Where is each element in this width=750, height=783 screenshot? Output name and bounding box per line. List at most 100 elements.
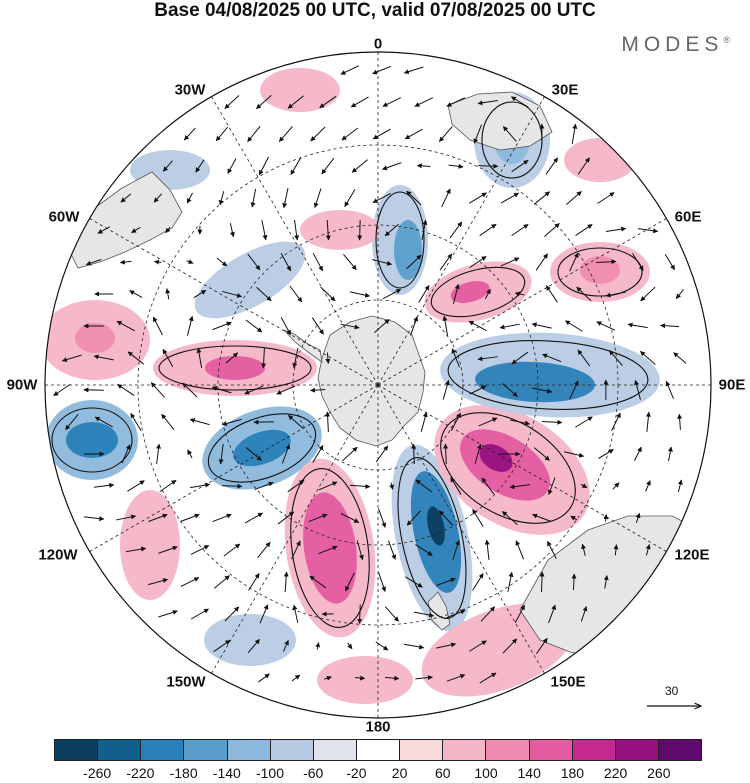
wind-arrow bbox=[218, 444, 224, 465]
wind-arrow bbox=[632, 253, 644, 271]
wind-arrow bbox=[406, 254, 422, 270]
wind-arrow bbox=[281, 444, 291, 464]
wind-arrow bbox=[533, 191, 551, 205]
wind-arrow bbox=[349, 483, 371, 489]
wind-arrow bbox=[162, 160, 173, 172]
wind-arrow bbox=[180, 513, 200, 522]
wind-arrow bbox=[355, 675, 366, 681]
wind-arrow bbox=[350, 96, 369, 108]
polar-map bbox=[44, 51, 712, 719]
wind-arrow bbox=[452, 283, 460, 304]
wind-arrow bbox=[382, 97, 402, 107]
colorbar-swatch bbox=[141, 740, 185, 760]
lon-label-90w: 90W bbox=[6, 376, 38, 394]
wind-arrow bbox=[410, 316, 419, 336]
wind-arrow bbox=[325, 219, 331, 241]
colorbar-tick-label: 140 bbox=[517, 765, 541, 781]
wind-arrow bbox=[450, 412, 462, 432]
wind-arrow bbox=[605, 226, 627, 233]
wind-arrow bbox=[94, 416, 113, 428]
wind-arrow bbox=[580, 483, 588, 489]
wind-arrow bbox=[478, 417, 498, 427]
wind-arrow bbox=[441, 188, 451, 208]
wind-arrow bbox=[474, 443, 482, 464]
wind-arrow bbox=[533, 447, 550, 461]
wind-arrow bbox=[187, 449, 193, 459]
wind-arrow bbox=[510, 96, 529, 108]
wind-arrow bbox=[415, 544, 433, 556]
wind-arrow bbox=[129, 290, 143, 298]
colorbar-tick-label: 20 bbox=[391, 765, 408, 781]
wind-arrow bbox=[580, 606, 588, 622]
wind-arrow bbox=[542, 353, 562, 363]
contour-line bbox=[430, 266, 526, 318]
wind-arrow bbox=[443, 443, 449, 465]
wind-arrow bbox=[287, 95, 304, 109]
lon-label-150e: 150E bbox=[550, 673, 586, 691]
wind-arrow bbox=[446, 673, 466, 682]
wind-arrow bbox=[603, 514, 609, 522]
wind-arrow bbox=[442, 315, 449, 336]
colorbar-swatch bbox=[184, 740, 228, 760]
wind-arrow bbox=[469, 255, 487, 269]
reference-vector-label: 30 bbox=[665, 684, 679, 698]
wind-arrow bbox=[484, 288, 491, 300]
wind-arrow bbox=[315, 642, 321, 650]
wind-arrow bbox=[292, 348, 299, 369]
colorbar-swatch bbox=[658, 740, 702, 760]
wind-arrow bbox=[153, 259, 162, 265]
wind-arrow bbox=[65, 413, 79, 431]
wind-arrow bbox=[161, 413, 175, 431]
lat-lon-grid bbox=[45, 52, 711, 718]
wind-arrow bbox=[289, 285, 303, 303]
wind-arrow bbox=[83, 516, 105, 522]
wind-arrow bbox=[420, 411, 428, 432]
wind-arrow bbox=[665, 380, 674, 399]
wind-arrow bbox=[212, 513, 232, 523]
wind-arrow bbox=[153, 193, 163, 203]
wind-arrow bbox=[375, 641, 389, 651]
wind-arrow bbox=[501, 383, 518, 397]
wind-arrow bbox=[195, 159, 205, 173]
wind-arrow bbox=[416, 163, 431, 169]
wind-arrow bbox=[340, 323, 360, 330]
map-title: Base 04/08/2025 00 UTC, valid 07/08/2025… bbox=[154, 0, 596, 21]
wind-arrow bbox=[313, 188, 322, 208]
latitude-circle bbox=[217, 224, 539, 546]
wind-arrow bbox=[212, 321, 232, 331]
wind-arrow bbox=[120, 193, 132, 203]
wind-arrow bbox=[283, 571, 289, 593]
wind-arrow bbox=[216, 257, 228, 267]
wind-arrow bbox=[414, 97, 434, 107]
wind-arrow bbox=[635, 512, 641, 523]
wind-arrow bbox=[256, 286, 272, 302]
colorbar-swatch bbox=[400, 740, 444, 760]
wind-arrow bbox=[97, 226, 111, 234]
wind-arrow bbox=[479, 223, 497, 237]
wind-arrow bbox=[411, 443, 417, 465]
anomaly-region bbox=[427, 506, 445, 546]
wind-arrow bbox=[148, 513, 168, 522]
contour-lines bbox=[51, 101, 649, 628]
map-boundary bbox=[44, 51, 712, 719]
colorbar-tick-label: -140 bbox=[212, 765, 241, 781]
wind-arrow bbox=[291, 674, 301, 682]
wind-arrow bbox=[438, 126, 453, 142]
wind-arrow bbox=[450, 477, 462, 495]
wind-arrow bbox=[634, 379, 641, 400]
wind-arrow bbox=[612, 482, 620, 490]
wind-arrow bbox=[340, 513, 360, 523]
colorbar-swatch bbox=[356, 740, 401, 760]
wind-arrow bbox=[541, 419, 563, 425]
wind-arrow bbox=[531, 387, 553, 394]
wind-arrow bbox=[372, 192, 391, 204]
colorbar-swatch bbox=[572, 740, 616, 760]
wind-arrow bbox=[603, 575, 609, 589]
lon-label-0: 0 bbox=[373, 35, 383, 53]
wind-arrow bbox=[196, 347, 203, 368]
wind-arrow bbox=[256, 94, 272, 110]
wind-arrow bbox=[257, 541, 271, 559]
wind-arrow bbox=[276, 385, 296, 395]
wind-arrow bbox=[384, 606, 399, 622]
wind-arrow bbox=[645, 544, 651, 556]
